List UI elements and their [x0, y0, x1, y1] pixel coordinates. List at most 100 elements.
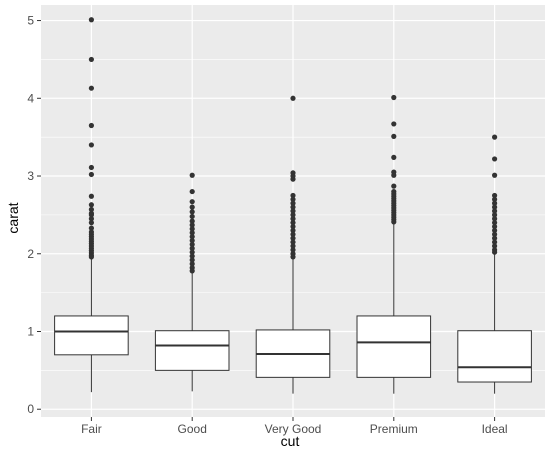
- outlier-point: [88, 225, 94, 231]
- outlier-point: [290, 223, 296, 230]
- box-iqr: [54, 315, 129, 356]
- outlier-point: [189, 213, 195, 220]
- outlier-point: [189, 188, 195, 195]
- outlier-point: [492, 231, 498, 237]
- outlier-point: [492, 196, 498, 202]
- x-tick-label: Ideal: [482, 422, 508, 436]
- box-iqr: [356, 315, 432, 378]
- outlier-point: [290, 247, 296, 253]
- outlier-point: [290, 212, 296, 218]
- outlier-point: [88, 202, 94, 208]
- outlier-point: [290, 216, 296, 222]
- outlier-point: [189, 218, 195, 224]
- outlier-point: [88, 142, 94, 148]
- box-very-good: [255, 95, 331, 394]
- outlier-point: [88, 122, 94, 129]
- outlier-point: [492, 235, 498, 241]
- outlier-point: [492, 212, 498, 218]
- outlier-point: [391, 154, 397, 160]
- outlier-point: [492, 223, 498, 230]
- outlier-point: [290, 200, 296, 206]
- y-tick-label: 1: [27, 324, 34, 338]
- outlier-point: [189, 222, 195, 228]
- outlier-point: [290, 254, 296, 260]
- outlier-point: [492, 200, 498, 206]
- y-tick-label: 4: [27, 91, 34, 105]
- outlier-point: [189, 204, 195, 210]
- outlier-point: [290, 220, 296, 226]
- box-series: [54, 17, 532, 394]
- outlier-point: [492, 134, 498, 140]
- outlier-point: [88, 171, 94, 178]
- outlier-point: [391, 94, 397, 101]
- outlier-point: [391, 219, 397, 225]
- outlier-point: [492, 239, 498, 245]
- outlier-point: [189, 257, 195, 263]
- outlier-point: [88, 164, 94, 171]
- outlier-point: [290, 235, 296, 241]
- outlier-point: [290, 231, 296, 237]
- outlier-point: [492, 216, 498, 222]
- outlier-point: [189, 241, 195, 248]
- outlier-point: [290, 227, 296, 234]
- x-tick-label: Premium: [370, 422, 418, 436]
- outlier-point: [492, 204, 498, 210]
- outlier-point: [290, 196, 296, 202]
- y-tick-label: 2: [27, 247, 34, 261]
- x-tick-label: Good: [178, 422, 207, 436]
- outlier-point: [189, 226, 195, 232]
- outlier-point: [189, 234, 195, 240]
- outlier-point: [189, 209, 195, 215]
- outlier-point: [88, 193, 94, 199]
- y-axis: 0 1 2 3 4 5: [27, 14, 41, 416]
- outlier-point: [492, 156, 498, 162]
- outlier-point: [290, 243, 296, 249]
- outlier-point: [189, 245, 195, 251]
- y-axis-title: carat: [5, 202, 21, 233]
- outlier-point: [391, 121, 397, 127]
- outlier-point: [492, 192, 498, 199]
- outlier-point: [88, 254, 94, 260]
- y-tick-label: 0: [27, 402, 34, 416]
- outlier-point: [88, 212, 94, 218]
- outlier-point: [391, 183, 397, 189]
- outlier-point: [189, 199, 195, 205]
- box-premium: [356, 94, 432, 394]
- outlier-point: [290, 204, 296, 210]
- outlier-point: [88, 85, 94, 91]
- box-iqr: [457, 330, 532, 383]
- outlier-point: [290, 192, 296, 199]
- outlier-point: [189, 249, 195, 255]
- outlier-point: [492, 243, 498, 249]
- x-axis: Fair Good Very Good Premium Ideal: [81, 417, 508, 436]
- x-tick-label: Fair: [81, 422, 102, 436]
- outlier-point: [290, 176, 296, 182]
- outlier-point: [492, 172, 498, 178]
- box-fair: [54, 17, 129, 393]
- outlier-point: [88, 206, 94, 213]
- outlier-point: [189, 261, 195, 267]
- outlier-point: [290, 239, 296, 245]
- outlier-point: [189, 237, 195, 244]
- outlier-point: [88, 216, 94, 222]
- outlier-point: [189, 230, 195, 236]
- box-good: [154, 172, 230, 392]
- y-tick-label: 5: [27, 14, 34, 28]
- box-ideal: [457, 134, 532, 394]
- outlier-point: [189, 253, 195, 259]
- x-tick-label: Very Good: [265, 422, 322, 436]
- outlier-point: [88, 56, 94, 63]
- outlier-point: [391, 133, 397, 139]
- outlier-point: [189, 268, 195, 274]
- outlier-point: [492, 227, 498, 234]
- outlier-point: [492, 249, 498, 255]
- outlier-point: [88, 17, 94, 23]
- outlier-point: [189, 172, 195, 178]
- outlier-point: [492, 208, 498, 214]
- y-tick-label: 3: [27, 169, 34, 183]
- outlier-point: [391, 172, 397, 178]
- outlier-point: [290, 208, 296, 214]
- outlier-point: [492, 220, 498, 226]
- x-axis-title: cut: [281, 433, 300, 449]
